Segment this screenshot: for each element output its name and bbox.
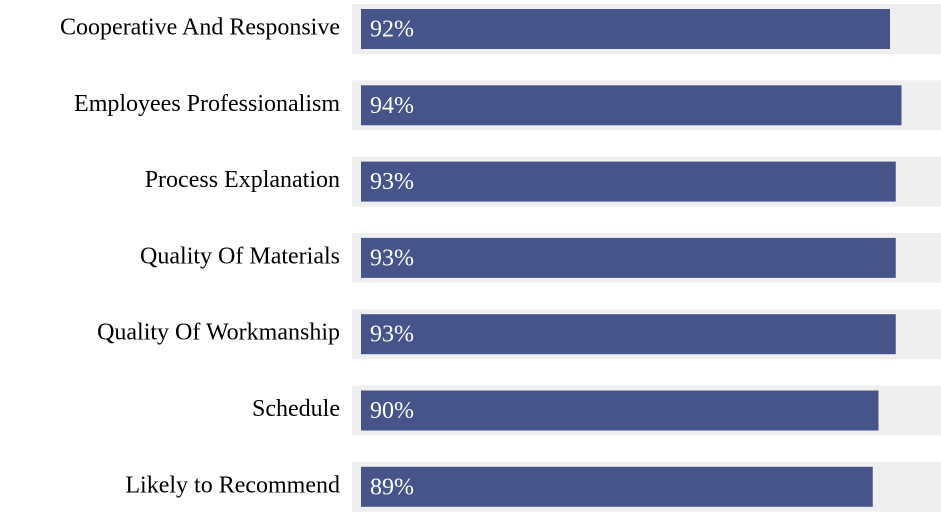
bar xyxy=(361,161,896,202)
bar xyxy=(361,466,873,507)
category-label: Quality Of Materials xyxy=(140,243,340,269)
bar xyxy=(361,9,890,49)
category-label: Employees Professionalism xyxy=(74,91,340,117)
bar xyxy=(361,390,879,431)
value-label: 93% xyxy=(370,169,414,195)
value-label: 89% xyxy=(370,474,414,500)
bar xyxy=(361,85,902,126)
bar xyxy=(361,237,896,278)
value-label: 93% xyxy=(370,245,414,271)
category-label: Cooperative And Responsive xyxy=(60,15,340,41)
value-label: 90% xyxy=(370,398,414,424)
category-label: Schedule xyxy=(252,396,340,422)
category-label: Likely to Recommend xyxy=(125,472,340,498)
value-label: 92% xyxy=(370,17,414,43)
value-label: 94% xyxy=(370,93,414,119)
bar xyxy=(361,314,896,355)
value-label: 93% xyxy=(370,322,414,348)
category-label: Quality Of Workmanship xyxy=(97,320,340,346)
category-label: Process Explanation xyxy=(145,167,340,193)
